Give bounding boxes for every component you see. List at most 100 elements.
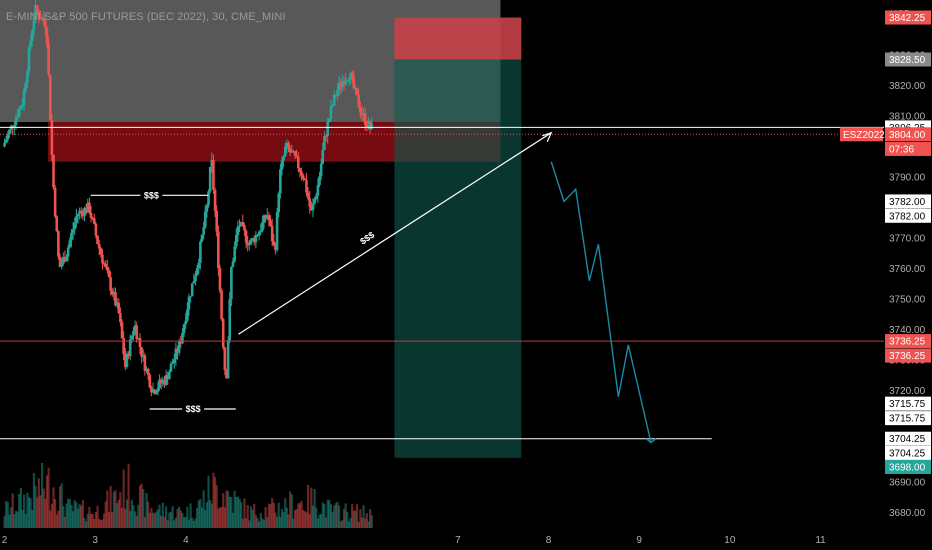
candle-body bbox=[172, 359, 176, 364]
volume-bar bbox=[99, 519, 102, 528]
volume-bar bbox=[169, 511, 173, 528]
volume-bar bbox=[174, 517, 177, 528]
candle-body bbox=[238, 225, 241, 227]
volume-bar bbox=[68, 499, 71, 528]
candle-body bbox=[190, 283, 194, 297]
candle-body bbox=[155, 391, 158, 394]
volume-bar bbox=[147, 501, 150, 528]
volume-bar bbox=[225, 490, 228, 528]
volume-bar bbox=[178, 506, 181, 528]
time-tick-label: 9 bbox=[636, 535, 642, 546]
candle-body bbox=[283, 146, 287, 157]
volume-bar bbox=[365, 513, 368, 528]
volume-bar bbox=[331, 512, 334, 528]
candle-body bbox=[323, 135, 326, 150]
drawings-layer: $$$ $$$ $$$ bbox=[90, 131, 657, 444]
volume-bar bbox=[111, 512, 114, 528]
volume-bar bbox=[223, 507, 226, 528]
volume-bar bbox=[80, 505, 83, 528]
candle-body bbox=[63, 257, 67, 262]
chart-title: E-MINI S&P 500 FUTURES (DEC 2022), 30, C… bbox=[6, 11, 286, 23]
volume-bar bbox=[31, 509, 34, 528]
candle-body bbox=[256, 234, 259, 236]
volume-bar bbox=[289, 491, 292, 528]
candle-body bbox=[339, 82, 343, 87]
candle-body bbox=[14, 117, 18, 125]
volume-bar bbox=[119, 492, 122, 528]
volume-bar bbox=[277, 502, 280, 528]
candle-body bbox=[81, 211, 85, 217]
candle-body bbox=[367, 120, 370, 128]
candle-body bbox=[57, 231, 60, 257]
candle-body bbox=[207, 191, 210, 206]
candle-body bbox=[275, 212, 279, 250]
candle-body bbox=[70, 232, 73, 241]
candle-body bbox=[44, 21, 47, 28]
candle-body bbox=[145, 368, 148, 371]
candle-body bbox=[316, 185, 320, 196]
volume-bar bbox=[222, 493, 225, 528]
volume-bar bbox=[274, 512, 277, 528]
volume-bar bbox=[181, 513, 184, 528]
trend-line bbox=[238, 132, 552, 335]
volume-bar bbox=[83, 518, 86, 528]
volume-bar bbox=[140, 483, 143, 528]
candle-body bbox=[246, 242, 250, 246]
volume-bar bbox=[88, 506, 91, 528]
volume-bar bbox=[186, 506, 189, 528]
volume-bar bbox=[163, 516, 166, 528]
candle-body bbox=[17, 108, 21, 117]
candle-body bbox=[66, 247, 70, 257]
candle-body bbox=[295, 155, 298, 157]
candle-body bbox=[22, 89, 26, 105]
candle-body bbox=[138, 338, 142, 348]
trend-arrow-head bbox=[542, 131, 553, 143]
candle-body bbox=[125, 353, 129, 367]
volume-bar bbox=[210, 503, 213, 528]
candle-body bbox=[13, 124, 16, 128]
volume-bar bbox=[323, 504, 326, 528]
price-tag: 3715.75 bbox=[889, 399, 926, 410]
price-tag-bg bbox=[885, 445, 931, 460]
candle-body bbox=[287, 142, 290, 149]
candle-body bbox=[73, 222, 77, 230]
volume-bar bbox=[182, 517, 186, 528]
volume-bar bbox=[3, 516, 6, 528]
candle-body bbox=[328, 118, 331, 122]
candle-body bbox=[357, 94, 360, 108]
candle-body bbox=[261, 222, 264, 231]
volume-bar bbox=[212, 472, 215, 528]
volume-bar bbox=[85, 521, 88, 528]
candle-body bbox=[169, 363, 173, 372]
volume-bar bbox=[249, 506, 253, 528]
time-tick-label: 2 bbox=[2, 535, 8, 546]
price-tick-label: 3720.00 bbox=[889, 386, 926, 397]
volume-bar bbox=[142, 488, 145, 528]
candle-body bbox=[296, 156, 300, 169]
volume-bar bbox=[287, 514, 290, 528]
candle-body bbox=[112, 292, 116, 295]
candle-body bbox=[252, 237, 256, 243]
candle-body bbox=[101, 254, 104, 264]
volume-bar bbox=[315, 507, 318, 528]
volume-bar bbox=[354, 510, 357, 528]
candle-body bbox=[106, 266, 109, 271]
volume-bar bbox=[266, 517, 269, 528]
volume-bar bbox=[205, 502, 209, 528]
volume-bar bbox=[282, 512, 285, 528]
volume-bar bbox=[117, 499, 120, 528]
volume-bar bbox=[342, 508, 346, 528]
volume-bar bbox=[98, 518, 101, 528]
volume-bar bbox=[207, 475, 210, 528]
candle-body bbox=[298, 168, 302, 172]
candle-body bbox=[192, 281, 196, 284]
price-tag-bg bbox=[885, 194, 931, 209]
volume-bar bbox=[253, 503, 256, 528]
volume-bar bbox=[362, 505, 365, 528]
price-tick-label: 3780.00 bbox=[889, 203, 926, 214]
candle-body bbox=[168, 371, 171, 380]
volume-bar bbox=[155, 511, 158, 528]
candle-body bbox=[61, 257, 65, 264]
volume-bar bbox=[236, 496, 240, 528]
